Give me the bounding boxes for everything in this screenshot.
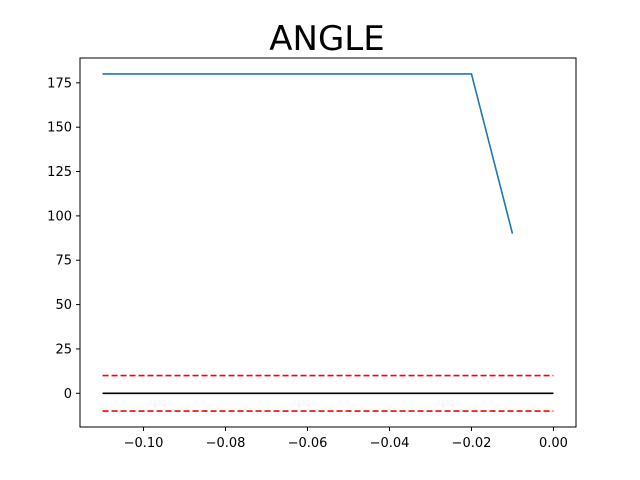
x-tick-label: −0.08: [206, 436, 246, 451]
plot-area: −0.10 −0.08 −0.06 −0.04 −0.02 0.00 0 25 50 75 100…: [47, 57, 577, 451]
series-layer: [102, 73, 554, 412]
y-tick-label: 100: [47, 209, 72, 224]
x-tick-label: −0.04: [370, 436, 410, 451]
series-line-0: [102, 73, 514, 234]
y-tick-label: 125: [47, 165, 72, 180]
chart-title: ANGLE: [269, 19, 384, 59]
y-tick-label: 50: [55, 298, 72, 313]
y-tick-label: 25: [55, 342, 72, 357]
x-tick-label: −0.10: [124, 436, 164, 451]
x-tick-label: −0.06: [288, 436, 328, 451]
y-axis: 0 25 50 75 100 125 150 175: [47, 76, 80, 402]
y-tick-label: 75: [55, 254, 72, 269]
x-axis: −0.10 −0.08 −0.06 −0.04 −0.02 0.00: [124, 427, 568, 451]
y-tick-label: 150: [47, 121, 72, 136]
y-tick-label: 0: [64, 387, 72, 402]
axes-frame: [79, 57, 577, 428]
x-tick-label: −0.02: [452, 436, 492, 451]
x-tick-label: 0.00: [539, 436, 568, 451]
y-tick-label: 175: [47, 76, 72, 91]
